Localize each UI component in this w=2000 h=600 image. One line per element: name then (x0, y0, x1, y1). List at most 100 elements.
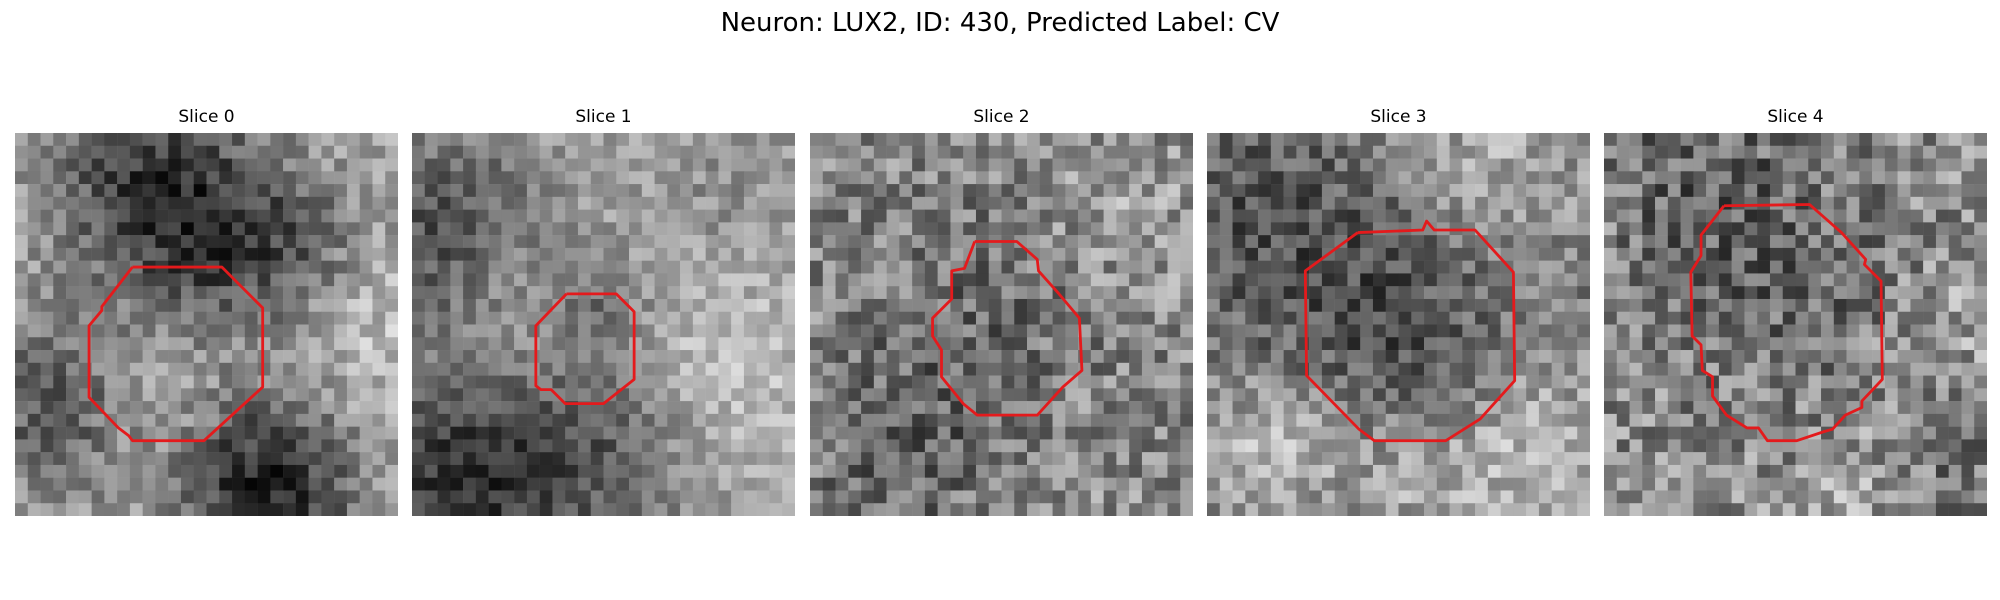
pixel (757, 337, 770, 350)
pixel (143, 197, 156, 210)
pixel (744, 210, 757, 223)
pixel (1808, 235, 1821, 248)
pixel (642, 171, 655, 184)
pixel (309, 235, 322, 248)
pixel (425, 337, 438, 350)
pixel (130, 478, 143, 491)
pixel (731, 439, 744, 452)
pixel (117, 325, 130, 338)
pixel (1450, 439, 1463, 452)
pixel (1859, 210, 1872, 223)
pixel (1155, 452, 1168, 465)
pixel (1821, 401, 1834, 414)
pixel (360, 490, 373, 503)
pixel (1014, 452, 1027, 465)
pixel (1577, 248, 1590, 261)
pixel (1936, 248, 1949, 261)
pixel (950, 503, 963, 516)
pixel (450, 261, 463, 274)
pixel (1284, 503, 1297, 516)
pixel (706, 401, 719, 414)
pixel (1220, 273, 1233, 286)
pixel (360, 146, 373, 159)
pixel (41, 171, 54, 184)
pixel (1923, 184, 1936, 197)
pixel (578, 503, 591, 516)
pixel (604, 478, 617, 491)
pixel (1450, 350, 1463, 363)
pixel (232, 210, 245, 223)
pixel (1027, 171, 1040, 184)
pixel (501, 184, 514, 197)
pixel (168, 248, 181, 261)
pixel (232, 312, 245, 325)
pixel (28, 337, 41, 350)
pixel (591, 388, 604, 401)
pixel (1693, 312, 1706, 325)
pixel (1180, 146, 1193, 159)
pixel (372, 171, 385, 184)
pixel (194, 248, 207, 261)
pixel (1129, 363, 1142, 376)
pixel (1961, 465, 1974, 478)
pixel (1539, 197, 1552, 210)
pixel (1309, 439, 1322, 452)
pixel (1655, 478, 1668, 491)
pixel (53, 184, 66, 197)
pixel (1399, 427, 1412, 440)
pixel (552, 171, 565, 184)
pixel (1655, 286, 1668, 299)
pixel (1462, 388, 1475, 401)
pixel (1796, 146, 1809, 159)
pixel (283, 388, 296, 401)
pixel (245, 273, 258, 286)
pixel (1526, 184, 1539, 197)
pixel (1220, 427, 1233, 440)
pixel (912, 503, 925, 516)
pixel (823, 286, 836, 299)
pixel (476, 427, 489, 440)
pixel (731, 363, 744, 376)
pixel (810, 235, 823, 248)
pixel (1757, 325, 1770, 338)
pixel (848, 171, 861, 184)
pixel (1910, 146, 1923, 159)
pixel (912, 210, 925, 223)
pixel (706, 273, 719, 286)
pixel (527, 286, 540, 299)
pixel (1744, 401, 1757, 414)
pixel (1245, 197, 1258, 210)
pixel (706, 235, 719, 248)
pixel (1770, 248, 1783, 261)
pixel (861, 222, 874, 235)
pixel (1847, 337, 1860, 350)
pixel (1770, 414, 1783, 427)
pixel (489, 312, 502, 325)
pixel (1796, 325, 1809, 338)
pixel (1604, 478, 1617, 491)
pixel (950, 337, 963, 350)
pixel (1220, 388, 1233, 401)
pixel (321, 273, 334, 286)
pixel (769, 273, 782, 286)
pixel (1949, 427, 1962, 440)
pixel (1207, 452, 1220, 465)
pixel (1309, 452, 1322, 465)
pixel (1053, 401, 1066, 414)
pixel (1847, 197, 1860, 210)
pixel (1245, 133, 1258, 146)
pixel (1936, 312, 1949, 325)
pixel (1681, 235, 1694, 248)
pixel (143, 478, 156, 491)
pixel (1719, 312, 1732, 325)
pixel (769, 452, 782, 465)
pixel (1322, 376, 1335, 389)
pixel (1437, 414, 1450, 427)
pixel (1347, 261, 1360, 274)
pixel (1002, 388, 1015, 401)
pixel (181, 478, 194, 491)
pixel (1617, 490, 1630, 503)
pixel (1872, 427, 1885, 440)
slice-panel-4: Slice 4 (1604, 107, 1987, 517)
pixel (1706, 503, 1719, 516)
